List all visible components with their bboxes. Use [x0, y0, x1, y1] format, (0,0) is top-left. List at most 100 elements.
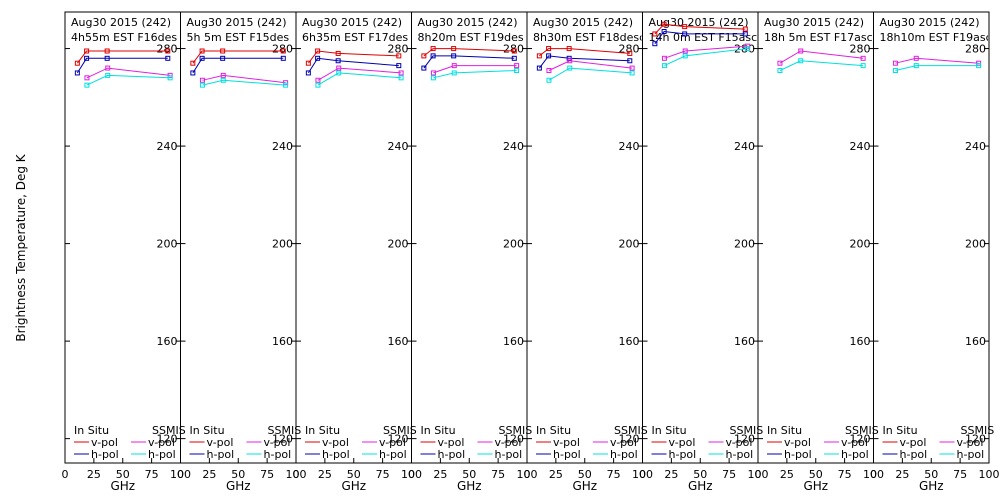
x-axis-title: GHz [572, 479, 597, 493]
legend-label-ssmis-h: h-pol [148, 448, 176, 461]
x-tick-label: 25 [202, 468, 216, 481]
x-tick-label: 50 [693, 468, 707, 481]
series-line [192, 50, 284, 64]
panel-titles: Aug30 2015 (242) 6h35m EST F17des [302, 16, 408, 44]
x-tick-label: 50 [116, 468, 130, 481]
data-point [199, 82, 205, 88]
legend-label-insitu-v: v-pol [669, 436, 696, 449]
legend-label-insitu-h: h-pol [438, 448, 466, 461]
data-point [305, 60, 311, 66]
data-point [627, 58, 633, 64]
x-tick-label: 50 [809, 468, 823, 481]
legend-header-insitu: In Situ [305, 424, 340, 437]
series-line [895, 65, 979, 71]
panel-titles: Aug30 2015 (242) 4h55m EST F16des [71, 16, 177, 44]
data-point [199, 48, 205, 54]
legend-header-ssmis: SSMIS [499, 424, 533, 437]
series-line [76, 57, 168, 74]
y-tick-label: 240 [734, 140, 755, 153]
legend-label-ssmis-h: h-pol [610, 448, 638, 461]
y-tick-label: 200 [272, 238, 293, 251]
series-line [664, 45, 748, 59]
y-tick-label: 120 [272, 433, 293, 446]
data-point [451, 70, 457, 76]
x-tick-label: 0 [870, 468, 877, 481]
legend-label-insitu-v: v-pol [784, 436, 811, 449]
panel-titles: Aug30 2015 (242) 18h 5m EST F17asc [764, 16, 873, 44]
x-tick-label: 50 [578, 468, 592, 481]
series-line [77, 50, 168, 64]
x-tick-label: 75 [722, 468, 736, 481]
y-tick-label: 120 [850, 433, 871, 446]
panel-subtitle: 8h20m EST F19des [418, 31, 524, 44]
x-tick-label: 100 [170, 468, 191, 481]
x-axis-title: GHz [457, 479, 482, 493]
legend-header-insitu: In Situ [74, 424, 109, 437]
data-point [84, 48, 90, 54]
legend-label-ssmis-h: h-pol [379, 448, 407, 461]
data-point [451, 46, 457, 52]
data-point [682, 24, 688, 30]
y-tick-label: 160 [850, 335, 871, 348]
x-axis-title: GHz [341, 479, 366, 493]
x-tick-label: 25 [664, 468, 678, 481]
y-axis-title: Brightness Temperature, Deg K [14, 153, 28, 341]
y-tick-label: 200 [503, 238, 524, 251]
data-point [167, 75, 173, 81]
x-tick-label: 0 [639, 468, 646, 481]
data-point [892, 60, 898, 66]
data-point [451, 63, 457, 69]
y-tick-label: 280 [619, 43, 640, 56]
data-point [165, 55, 171, 61]
panel-title: Aug30 2015 (242) [880, 16, 980, 29]
data-point [567, 65, 573, 71]
x-tick-label: 100 [401, 468, 422, 481]
data-point [514, 63, 520, 69]
legend-header-ssmis: SSMIS [730, 424, 764, 437]
y-tick-label: 200 [619, 238, 640, 251]
x-axis-title: GHz [919, 479, 944, 493]
data-point [335, 58, 341, 64]
x-tick-label: 50 [462, 468, 476, 481]
legend-header-insitu: In Situ [883, 424, 918, 437]
series-line [654, 23, 746, 35]
legend-label-insitu-h: h-pol [91, 448, 119, 461]
x-tick-label: 75 [491, 468, 505, 481]
panel-7: Aug30 2015 (242) 18h 5m EST F17asc 120 160 2… [755, 11, 884, 493]
legend-label-insitu-v: v-pol [438, 436, 465, 449]
data-point [220, 72, 226, 78]
x-tick-label: 75 [376, 468, 390, 481]
legend-header-ssmis: SSMIS [152, 424, 186, 437]
data-point [745, 46, 751, 52]
data-point [652, 41, 658, 47]
y-tick-label: 200 [157, 238, 178, 251]
y-tick-label: 240 [157, 140, 178, 153]
x-tick-label: 50 [231, 468, 245, 481]
data-point [976, 63, 982, 69]
y-tick-label: 280 [850, 43, 871, 56]
legend-label-insitu-v: v-pol [900, 436, 927, 449]
y-tick-label: 160 [965, 335, 986, 348]
legend-header-ssmis: SSMIS [845, 424, 879, 437]
data-point [421, 65, 427, 71]
series-line [779, 60, 864, 71]
y-tick-label: 240 [503, 140, 524, 153]
data-point [913, 63, 919, 69]
series-line [86, 74, 171, 86]
x-tick-label: 100 [286, 468, 307, 481]
data-point [190, 60, 196, 66]
x-axis-title: GHz [110, 479, 135, 493]
legend-label-insitu-h: h-pol [669, 448, 697, 461]
data-point [315, 48, 321, 54]
data-point [421, 53, 427, 59]
panel-8: Aug30 2015 (242) 18h10m EST F19asc 120 160 2… [870, 11, 1000, 493]
panel-subtitle: 18h 5m EST F17asc [764, 31, 873, 44]
data-point [315, 55, 321, 61]
legend-header-insitu: In Situ [767, 424, 802, 437]
data-point [777, 60, 783, 66]
y-tick-label: 200 [388, 238, 409, 251]
data-point [430, 53, 436, 59]
series-line [317, 72, 402, 86]
x-tick-label: 0 [408, 468, 415, 481]
legend-header-insitu: In Situ [421, 424, 456, 437]
